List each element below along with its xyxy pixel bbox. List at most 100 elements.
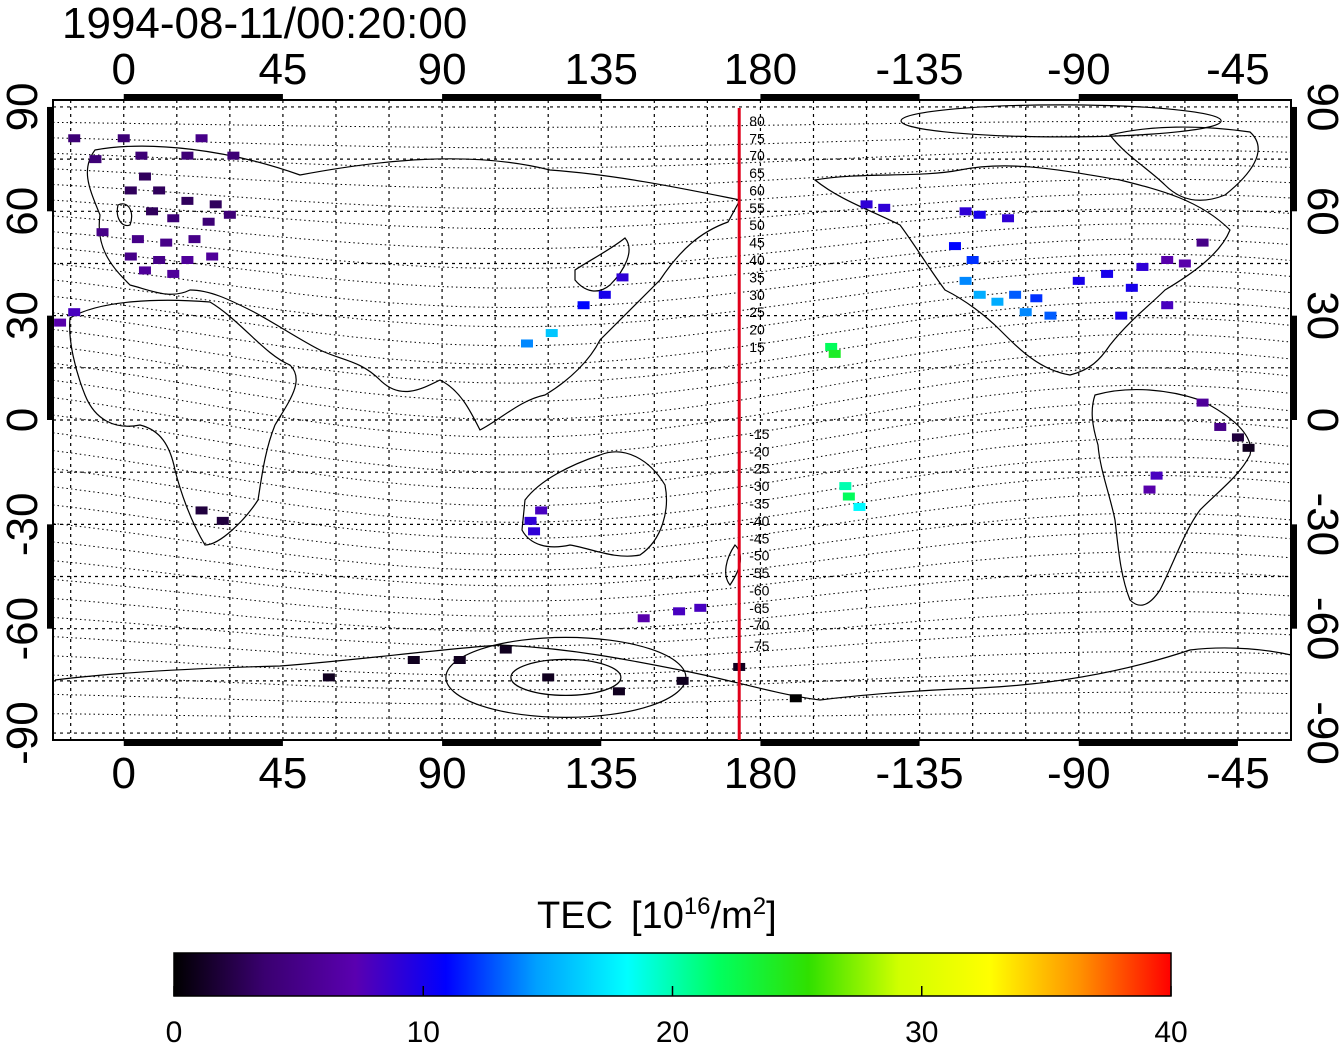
tec-point (878, 203, 891, 212)
tec-point (637, 614, 650, 623)
timestamp-title: 1994-08-11/00:20:00 (62, 0, 467, 48)
coastline-africa (69, 299, 297, 546)
right-latitude-tick-labels: 90 60 30 0 -30 -60 -90 (1298, 82, 1344, 764)
tec-point (520, 339, 533, 348)
coastline-south-america (1091, 388, 1252, 606)
magnetic-contour (53, 712, 1291, 720)
meridian-lat-label: -35 (749, 495, 769, 511)
tec-point (1044, 311, 1057, 320)
tec-point (89, 155, 102, 164)
tec-point (407, 656, 420, 664)
frame-bar-top (123, 94, 283, 100)
meridian-lat-label: -40 (749, 513, 769, 529)
tec-point (138, 172, 151, 181)
right-lat-tick-label: 0 (1298, 408, 1344, 432)
colorbar-unit-exponent-2: 2 (753, 893, 766, 920)
tec-point (146, 207, 159, 216)
meridian-lat-label: 25 (749, 304, 765, 320)
tec-point (598, 290, 611, 299)
colorbar-title: TEC [1016/m2] (537, 893, 777, 937)
tec-point (1115, 311, 1128, 320)
magnetic-pole-ring-south-inner (510, 658, 622, 696)
meridian-lat-label: -70 (749, 617, 769, 633)
magnetic-pole-ring-north (900, 104, 1222, 138)
tec-point (789, 694, 802, 703)
magnetic-contour (53, 419, 1291, 490)
right-lat-tick-label: 90 (1298, 82, 1344, 131)
meridian-lat-label: 65 (749, 165, 765, 181)
tec-point (68, 134, 81, 143)
tec-point (453, 656, 466, 664)
top-lon-tick-label: 45 (258, 45, 307, 94)
magnetic-contour (53, 350, 1291, 421)
meridian-lat-label: 50 (749, 217, 765, 233)
colorbar-title-label: TEC (537, 895, 613, 937)
coastline-north-america (813, 165, 1231, 376)
top-lon-tick-label: 180 (724, 45, 797, 94)
tec-point (131, 235, 144, 244)
tec-point (153, 256, 166, 264)
tec-point (138, 266, 151, 275)
tec-point (202, 217, 215, 226)
tec-point (322, 673, 335, 682)
tec-point (124, 252, 137, 261)
tec-point (528, 527, 541, 536)
tec-point (223, 210, 236, 219)
meridian-lat-label: 60 (749, 182, 765, 198)
tec-point (135, 151, 148, 160)
tec-point (853, 502, 866, 511)
bottom-lon-tick-label: 135 (565, 749, 638, 798)
tec-point (948, 242, 961, 251)
frame-bar-top (442, 94, 602, 100)
tec-point (1161, 301, 1174, 310)
frame-bar-bottom (1078, 740, 1238, 746)
tec-point (1231, 433, 1244, 442)
left-lat-tick-label: 60 (0, 187, 47, 236)
magnetic-contour (53, 691, 1291, 705)
tec-point (160, 238, 173, 247)
meridian-lat-label: -55 (749, 565, 769, 581)
magnetic-contour (53, 402, 1291, 473)
tec-point (1009, 290, 1022, 299)
meridian-lat-label: 35 (749, 269, 765, 285)
tec-point (1136, 262, 1149, 271)
meridian-lat-label: -65 (749, 600, 769, 616)
right-lat-tick-label: 30 (1298, 291, 1344, 340)
tec-point (216, 516, 229, 525)
tec-point (181, 256, 194, 264)
svg-text:TEC[1016/m2]: TEC [1016/m2] (537, 893, 777, 937)
tec-point (966, 256, 979, 264)
colorbar-unit-mid: /m (711, 895, 753, 937)
tec-point (959, 207, 972, 216)
tec-point (167, 214, 180, 223)
tec-point (1101, 269, 1114, 278)
tec-point (1030, 294, 1043, 303)
tec-point (54, 318, 67, 327)
magnetic-contour (53, 531, 1291, 587)
magnetic-contour (53, 512, 1291, 571)
magnetic-contour (53, 284, 1291, 347)
meridian-lat-label: -30 (749, 478, 769, 494)
colorbar-tick-label: 30 (905, 1016, 938, 1048)
tec-point (181, 196, 194, 205)
magnetic-contour (53, 551, 1291, 602)
tec-point (195, 506, 208, 515)
bottom-lon-tick-label: 180 (724, 749, 797, 798)
magnetic-contour (53, 384, 1291, 456)
tec-point (1178, 259, 1191, 268)
top-lon-tick-label: -90 (1047, 45, 1111, 94)
tec-point (1150, 471, 1163, 480)
bottom-lon-tick-label: 0 (112, 749, 136, 798)
tec-point (1161, 256, 1174, 264)
meridian-lat-label: -45 (749, 530, 769, 546)
coastline-uk (116, 203, 133, 227)
tec-point (1196, 398, 1209, 407)
frame-bar-left (47, 315, 53, 420)
tec-point (825, 342, 838, 351)
meridian-lat-label: -75 (749, 638, 769, 654)
left-lat-tick-label: -30 (0, 493, 47, 557)
right-lat-tick-label: -60 (1298, 597, 1344, 661)
top-longitude-tick-labels: 0 45 90 135 180 -135 -90 -45 (112, 45, 1270, 94)
frame-bar-right (1291, 315, 1297, 420)
